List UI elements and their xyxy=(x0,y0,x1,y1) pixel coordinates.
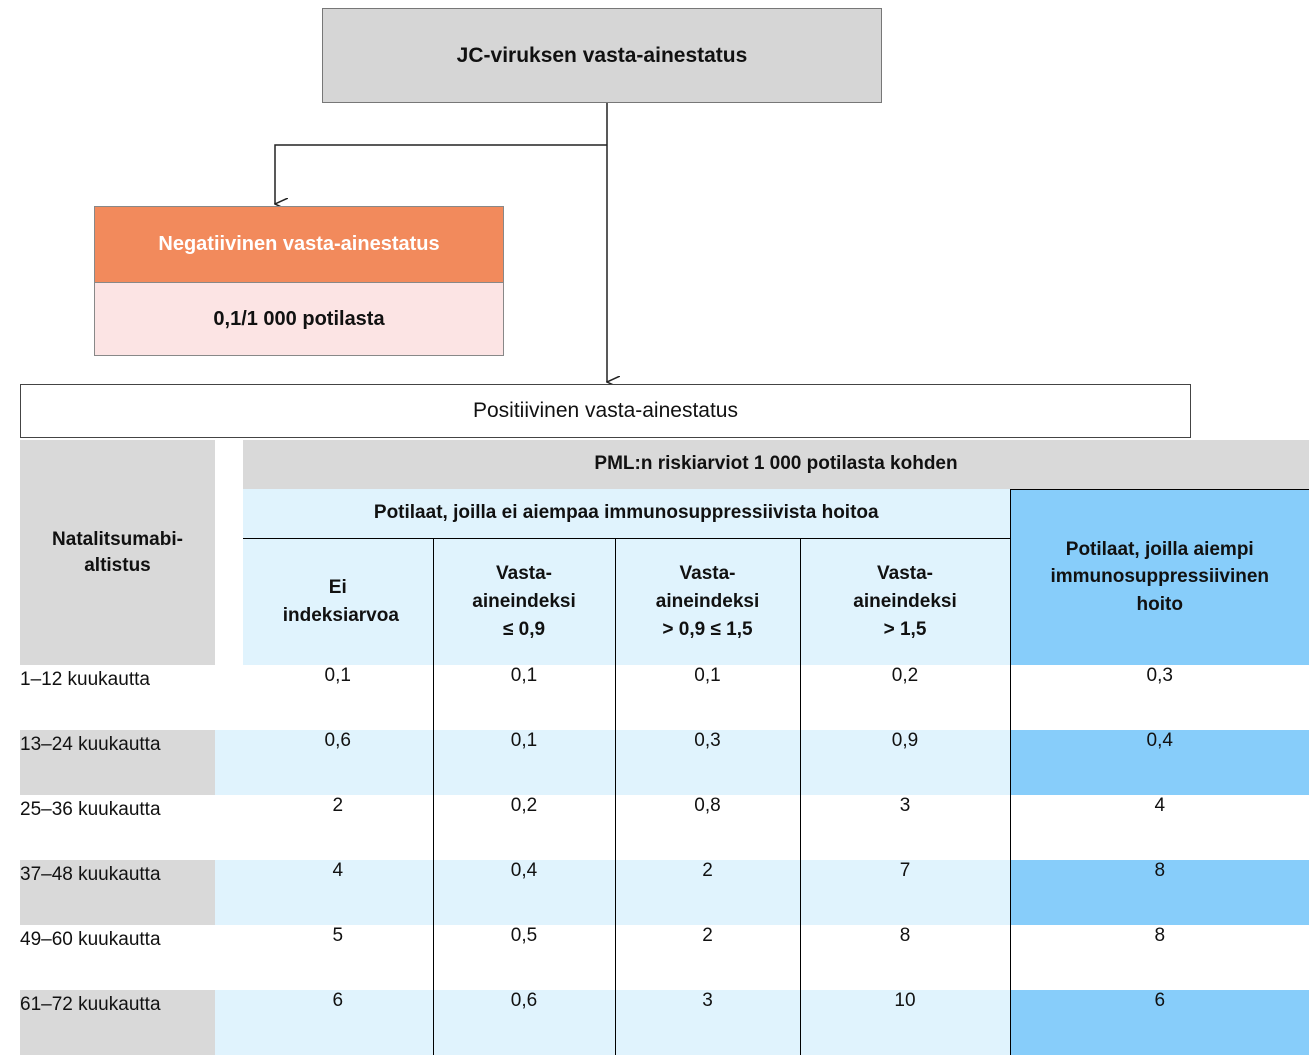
table-cell: 3 xyxy=(614,990,800,1055)
table-cell: 6 xyxy=(243,990,433,1055)
pml-risk-table: Natalitsumabi-altistus PML:n riskiarviot… xyxy=(20,440,1310,1055)
table-row: 61–72 kuukautta 6 0,6 3 10 6 xyxy=(20,990,1310,1055)
no-prior-treatment-header: Potilaat, joilla ei aiempaa immunosuppre… xyxy=(243,489,1010,538)
table-cell: 2 xyxy=(332,795,344,816)
jc-antibody-status-box: JC-viruksen vasta-ainestatus xyxy=(322,8,882,103)
table-row: 25–36 kuukautta 2 0,2 0,8 3 4 xyxy=(20,795,1310,860)
row-label: 25–36 kuukautta xyxy=(20,799,161,820)
negative-branch-connector xyxy=(275,144,607,204)
exposure-header: Natalitsumabi-altistus xyxy=(20,440,215,665)
table-cell: 10 xyxy=(799,990,1010,1055)
table-cell: 5 xyxy=(332,925,344,946)
table-row: 1–12 kuukautta 0,1 0,1 0,1 0,2 0,3 xyxy=(20,665,1310,730)
negative-status-header: Negatiivinen vasta-ainestatus xyxy=(94,206,504,283)
table-cell: 0,4 xyxy=(1009,730,1310,795)
table-cell: 0,4 xyxy=(432,860,615,925)
table-cell: 0,1 xyxy=(432,730,615,795)
flow-connectors xyxy=(0,103,1314,440)
table-row: 37–48 kuukautta 4 0,4 2 7 8 xyxy=(20,860,1310,925)
table-cell: 0,8 xyxy=(614,795,800,860)
table-row: 13–24 kuukautta 0,6 0,1 0,3 0,9 0,4 xyxy=(20,730,1310,795)
row-label: 61–72 kuukautta xyxy=(20,990,215,1055)
table-cell: 0,3 xyxy=(614,730,800,795)
table-cell: 0,6 xyxy=(243,730,433,795)
table-cell: 3 xyxy=(799,795,1010,860)
negative-status-value: 0,1/1 000 potilasta xyxy=(213,307,385,330)
subheader-index-high: Vasta-aineindeksi > 1,5 xyxy=(799,537,1010,665)
subheader-no-index-label: Ei indeksiarvoa xyxy=(282,577,399,626)
table-cell: 0,1 xyxy=(324,665,351,686)
table-cell: 2 xyxy=(614,860,800,925)
table-cell: 0,3 xyxy=(1009,665,1310,730)
row-label: 13–24 kuukautta xyxy=(20,730,215,795)
table-cell: 8 xyxy=(1009,860,1310,925)
table-cell: 0,6 xyxy=(432,990,615,1055)
table-cell: 6 xyxy=(1009,990,1310,1055)
subheader-index-high-label: Vasta-aineindeksi > 1,5 xyxy=(853,563,957,640)
positive-status-label: Positiivinen vasta-ainestatus xyxy=(473,399,738,422)
subheader-index-low-label: Vasta-aineindeksi ≤ 0,9 xyxy=(472,563,576,640)
negative-status-label: Negatiivinen vasta-ainestatus xyxy=(158,233,440,255)
jc-antibody-status-label: JC-viruksen vasta-ainestatus xyxy=(456,43,748,67)
row-label: 37–48 kuukautta xyxy=(20,860,215,925)
table-cell: 0,1 xyxy=(614,665,800,730)
table-cell: 0,2 xyxy=(799,665,1010,730)
subheader-index-mid: Vasta-aineindeksi > 0,9 ≤ 1,5 xyxy=(614,537,800,665)
negative-status-value-box: 0,1/1 000 potilasta xyxy=(94,283,504,356)
positive-status-box: Positiivinen vasta-ainestatus xyxy=(20,384,1191,438)
exposure-header-label: Natalitsumabi-altistus xyxy=(52,528,183,576)
table-cell: 0,2 xyxy=(432,795,615,860)
subheader-index-low: Vasta-aineindeksi ≤ 0,9 xyxy=(432,537,615,665)
table-cell: 4 xyxy=(243,860,433,925)
table-cell: 7 xyxy=(799,860,1010,925)
subheader-index-mid-label: Vasta-aineindeksi > 0,9 ≤ 1,5 xyxy=(655,563,760,640)
main-header: PML:n riskiarviot 1 000 potilasta kohden xyxy=(243,440,1310,489)
table-cell: 0,1 xyxy=(432,665,615,730)
table-cell: 0,9 xyxy=(799,730,1010,795)
table-cell: 8 xyxy=(1009,925,1310,990)
subheader-no-index: Ei indeksiarvoa xyxy=(243,537,433,665)
header-gap xyxy=(215,440,243,665)
table-cell: 4 xyxy=(1009,795,1310,860)
table-row: 49–60 kuukautta 5 0,5 2 8 8 xyxy=(20,925,1310,990)
row-label: 49–60 kuukautta xyxy=(20,929,161,950)
table-cell: 8 xyxy=(799,925,1010,990)
table-cell: 2 xyxy=(614,925,800,990)
table-cell: 0,5 xyxy=(432,925,615,990)
prior-treatment-header: Potilaat, joilla aiempi immunosuppressii… xyxy=(1009,488,1310,665)
prior-treatment-header-label: Potilaat, joilla aiempi immunosuppressii… xyxy=(1050,538,1270,616)
row-label: 1–12 kuukautta xyxy=(20,669,150,690)
